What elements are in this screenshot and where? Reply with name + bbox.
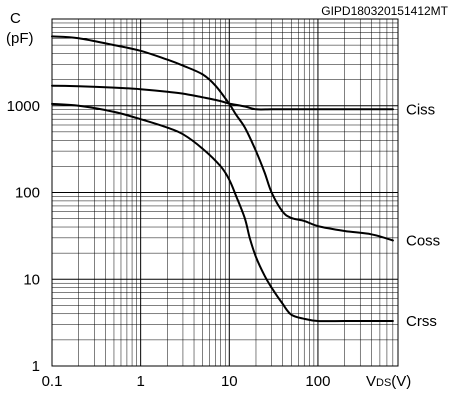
x-axis-label-unit: (V) bbox=[391, 373, 411, 390]
series-label-ciss: Ciss bbox=[406, 101, 435, 118]
series-labels: Ciss Coss Crss bbox=[406, 101, 440, 330]
x-tick-label: 0.1 bbox=[42, 373, 63, 390]
chart-title: GIPD180320151412MT bbox=[321, 4, 448, 18]
series-label-crss: Crss bbox=[406, 313, 437, 330]
y-tick-label: 1 bbox=[32, 358, 40, 375]
x-tick-label: 1 bbox=[136, 373, 144, 390]
series-line-crss bbox=[51, 102, 394, 323]
y-tick-label: 10 bbox=[23, 271, 40, 288]
y-tick-label: 100 bbox=[15, 185, 40, 202]
y-tick-label: 1000 bbox=[7, 98, 40, 115]
series-layer bbox=[51, 35, 394, 323]
x-axis-label-main: V bbox=[366, 373, 376, 390]
x-tick-labels: 0.1 1 10 100 bbox=[42, 373, 331, 390]
y-axis-label-line2: (pF) bbox=[6, 30, 34, 47]
series-line-coss bbox=[51, 35, 394, 242]
x-axis-label-sub: DS bbox=[376, 377, 391, 389]
y-tick-labels: 1 10 100 1000 bbox=[7, 98, 40, 375]
plot-frame bbox=[51, 18, 399, 367]
y-axis-label-line1: C bbox=[10, 10, 21, 27]
x-axis-label: VDS(V) bbox=[366, 373, 411, 390]
series-label-coss: Coss bbox=[406, 232, 440, 249]
x-tick-label: 10 bbox=[221, 373, 238, 390]
x-tick-label: 100 bbox=[305, 373, 330, 390]
